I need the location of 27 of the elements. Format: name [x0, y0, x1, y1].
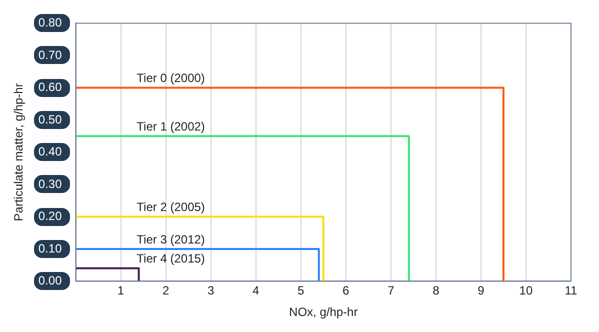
x-tick-label: 8 [432, 284, 440, 298]
series-label: Tier 3 (2012) [136, 232, 205, 246]
y-axis-title: Particulate matter, g/hp-hr [12, 83, 26, 222]
y-tick-label: 0.20 [38, 209, 62, 224]
series-label: Tier 4 (2015) [136, 252, 205, 266]
x-tick-label: 7 [388, 284, 395, 298]
x-tick-label: 10 [519, 284, 533, 298]
x-tick-label: 4 [252, 284, 260, 298]
y-tick-label: 0.40 [38, 144, 62, 159]
x-tick-label: 9 [478, 284, 485, 298]
x-tick-label: 11 [564, 284, 578, 298]
y-tick-label: 0.80 [38, 16, 62, 30]
x-tick-label: 2 [162, 284, 170, 298]
series-label: Tier 1 (2002) [136, 119, 205, 134]
y-tick-label: 0.70 [38, 48, 62, 62]
y-tick-label: 0.10 [38, 241, 62, 256]
y-tick-label: 0.00 [38, 274, 62, 288]
y-tick-label: 0.30 [38, 176, 62, 191]
y-tick-label: 0.60 [38, 80, 62, 94]
x-tick-label: 5 [298, 284, 305, 298]
series-label: Tier 2 (2005) [136, 200, 205, 214]
y-tick-label: 0.50 [38, 112, 62, 126]
x-tick-label: 3 [207, 284, 214, 298]
x-tick-label: 6 [342, 284, 350, 298]
x-tick-label: 1 [117, 284, 124, 298]
x-axis-title: NOx, g/hp-hr [289, 305, 358, 320]
series-label: Tier 0 (2000) [136, 71, 205, 86]
